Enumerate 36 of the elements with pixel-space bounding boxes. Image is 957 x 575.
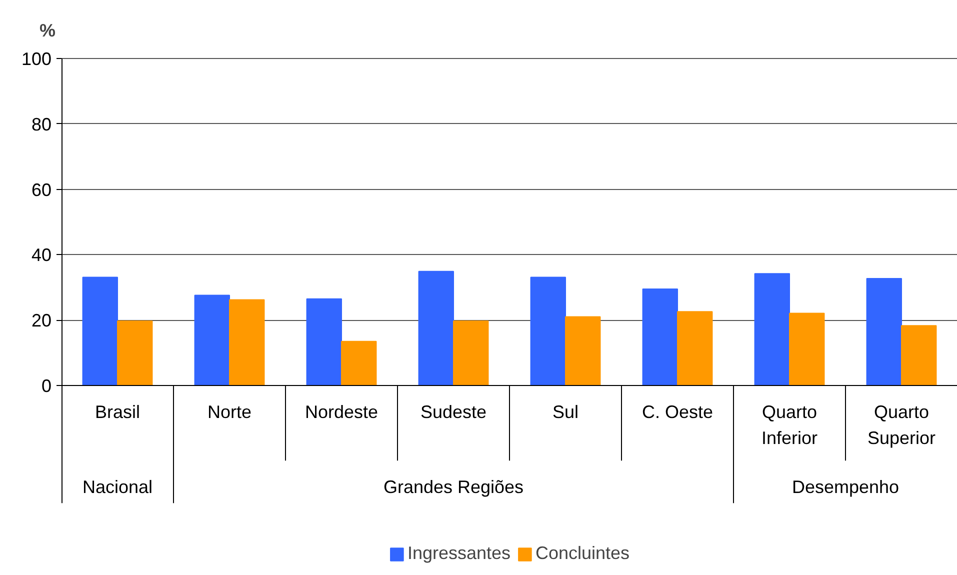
y-tick-label: 60	[31, 180, 52, 200]
bar	[754, 273, 790, 386]
bar	[194, 294, 230, 386]
bar	[306, 298, 342, 386]
bar	[453, 320, 489, 386]
bar	[677, 311, 713, 386]
bar	[82, 276, 118, 386]
text: Desempenho	[792, 476, 900, 497]
bar	[418, 270, 454, 386]
bar	[789, 312, 825, 386]
bar	[341, 340, 377, 386]
text: Grandes Regiões	[383, 476, 524, 497]
x-tick-label: Quarto Superior	[867, 402, 936, 448]
y-tick-label: 0	[41, 376, 52, 396]
x-tick-label: Brasil	[94, 402, 140, 422]
x-tick-label: Sul	[552, 402, 579, 422]
y-axis-title: %	[40, 20, 56, 40]
bar	[229, 299, 265, 386]
bar	[565, 316, 601, 386]
y-tick-label: 100	[21, 49, 52, 70]
legend-label: Ingressantes	[407, 543, 510, 564]
y-tick-label: 80	[31, 114, 52, 134]
bar	[642, 288, 678, 386]
bar	[866, 278, 902, 386]
text: Nacional	[82, 476, 153, 497]
y-tick-label: 40	[31, 245, 52, 266]
x-tick-label: Norte	[207, 402, 252, 422]
x-tick-label: Nordeste	[304, 402, 378, 422]
y-tick-label: 20	[31, 310, 52, 331]
x-tick-label: Sudeste	[420, 402, 487, 422]
x-tick-label: C. Oeste	[642, 402, 714, 422]
bar	[117, 320, 153, 386]
legend-label: Concluintes	[536, 543, 630, 564]
bar	[530, 276, 566, 386]
x-tick-label: Quarto Inferior	[761, 402, 818, 448]
bar	[901, 325, 937, 386]
